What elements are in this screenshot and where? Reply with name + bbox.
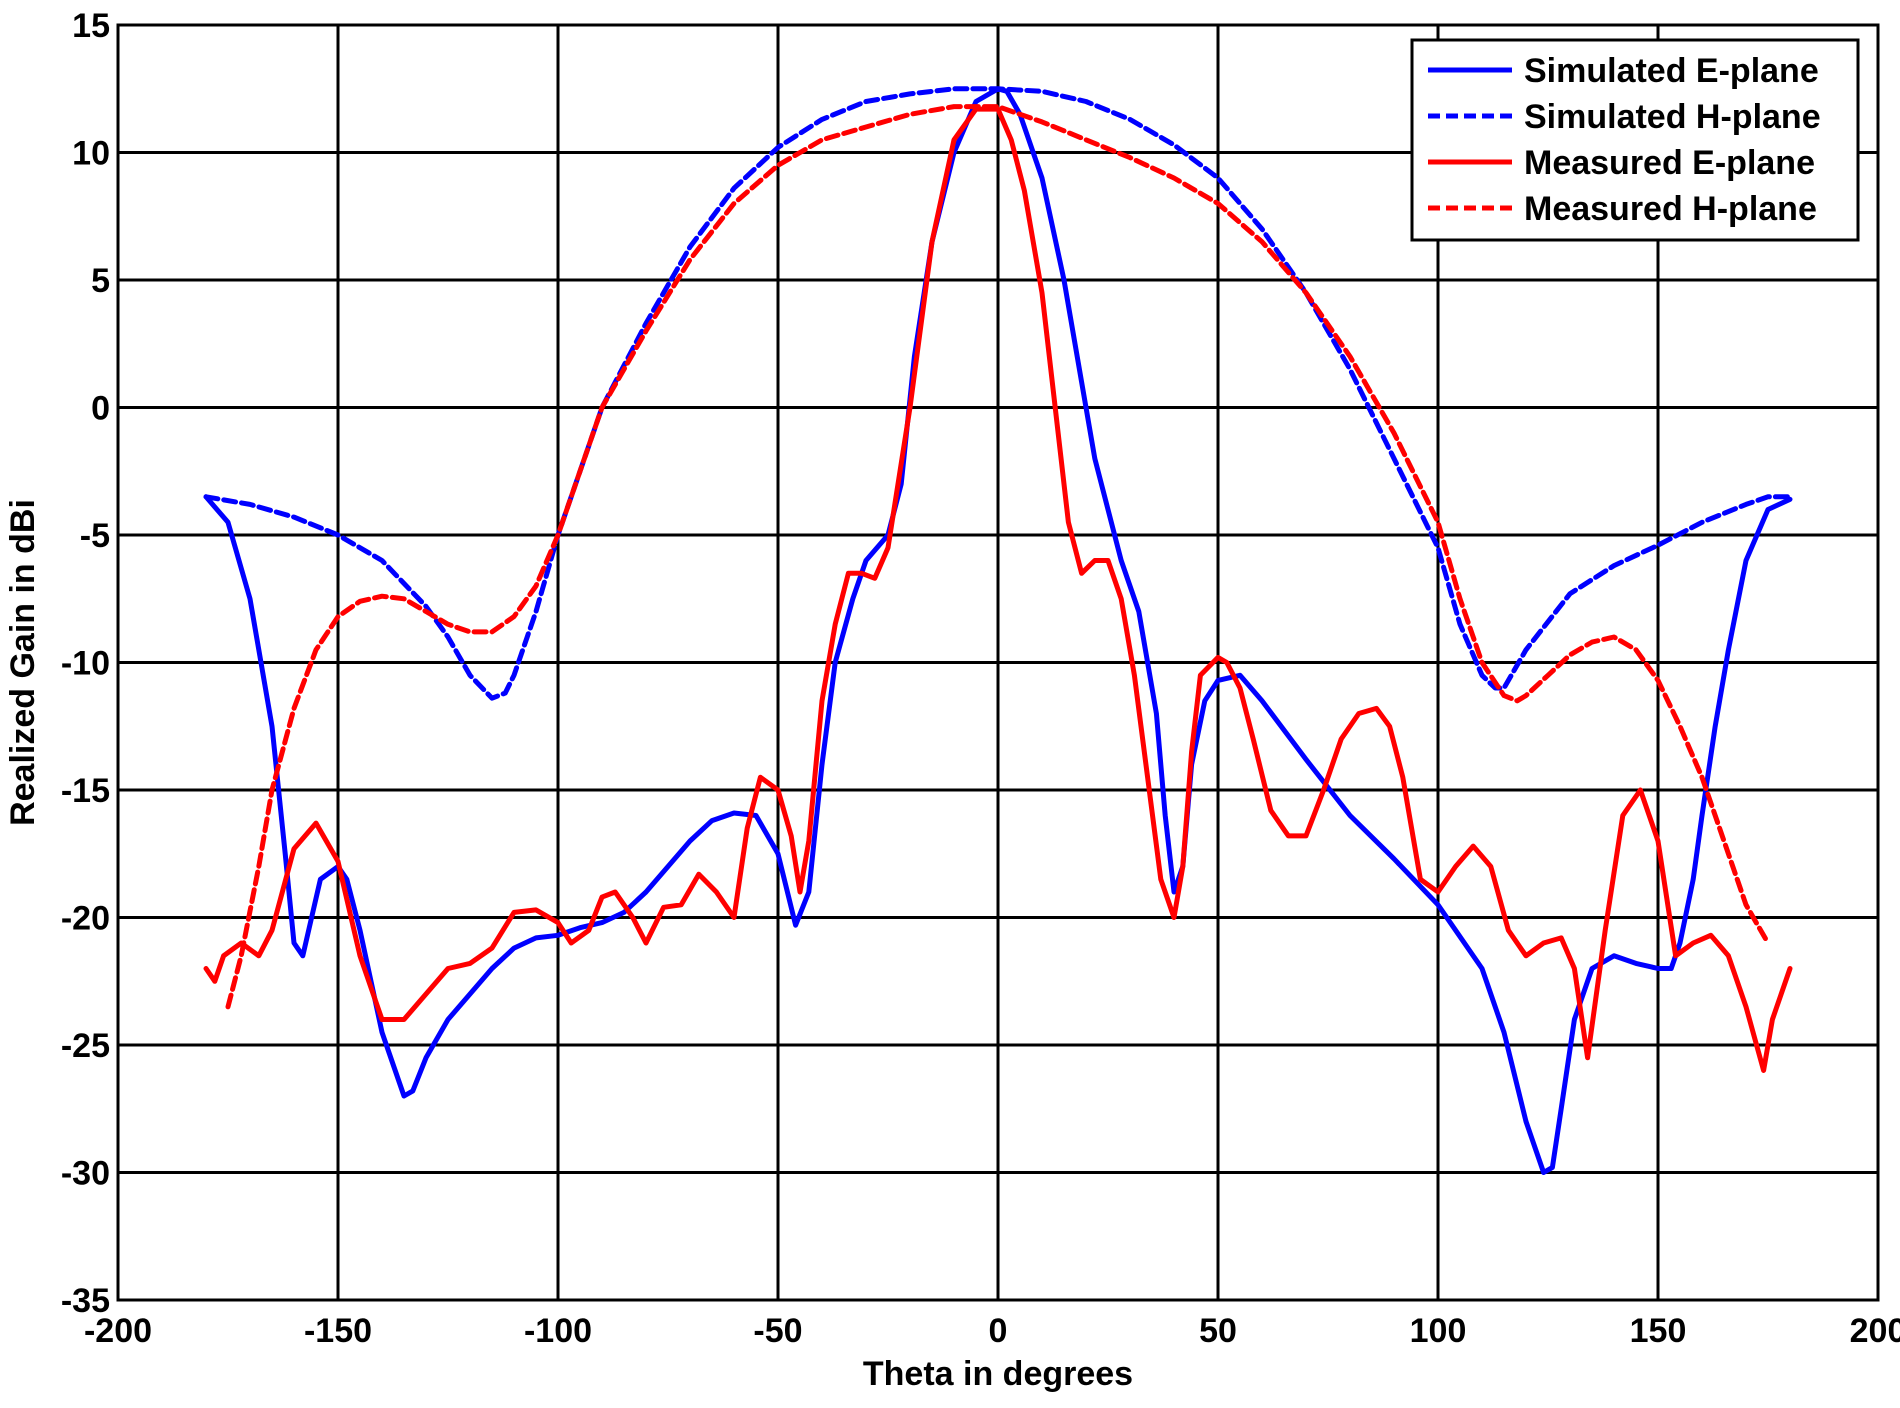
y-tick-label: -5 — [80, 517, 110, 555]
x-tick-label: 200 — [1850, 1312, 1900, 1350]
legend-entry-label: Simulated E-plane — [1524, 52, 1819, 90]
x-tick-label: -50 — [753, 1312, 802, 1350]
x-axis-label: Theta in degrees — [863, 1355, 1133, 1393]
tick-labels: -200 -150 -100 -50 0 50 100 150 200151050-5-10-1… — [61, 7, 1900, 1350]
x-tick-label: -100 — [524, 1312, 592, 1350]
legend-entry-label: Measured E-plane — [1524, 144, 1815, 182]
axes-frame — [116, 23, 1880, 1302]
y-tick-label: -25 — [61, 1027, 110, 1065]
x-tick-label: 50 — [1199, 1312, 1237, 1350]
y-tick-label: 15 — [72, 7, 110, 45]
y-tick-label: -10 — [61, 645, 110, 683]
y-tick-label: -15 — [61, 772, 110, 810]
series-lines — [203, 86, 1793, 1175]
x-tick-label: 100 — [1410, 1312, 1467, 1350]
y-tick-label: -20 — [61, 900, 110, 938]
y-tick-label: -30 — [61, 1155, 110, 1193]
y-tick-label: 0 — [91, 390, 110, 428]
series-line-measured-e-plane — [203, 106, 1793, 1073]
series-line-simulated-e-plane — [203, 86, 1793, 1175]
x-tick-label: 0 — [989, 1312, 1008, 1350]
y-tick-label: 10 — [72, 135, 110, 173]
y-axis-label: Realized Gain in dBi — [4, 499, 42, 826]
x-tick-label: -150 — [304, 1312, 372, 1350]
series-line-simulated-h-plane — [203, 86, 1793, 701]
y-tick-label: 5 — [91, 262, 110, 300]
y-tick-label: -35 — [61, 1282, 110, 1320]
series-line-measured-h-plane — [225, 104, 1771, 1010]
legend: Simulated E-plane Simulated H-plane Measur… — [1410, 38, 1860, 242]
legend-entry-label: Simulated H-plane — [1524, 98, 1821, 136]
x-tick-label: -200 — [84, 1312, 152, 1350]
legend-entry-label: Measured H-plane — [1524, 190, 1817, 228]
x-tick-label: 150 — [1630, 1312, 1687, 1350]
